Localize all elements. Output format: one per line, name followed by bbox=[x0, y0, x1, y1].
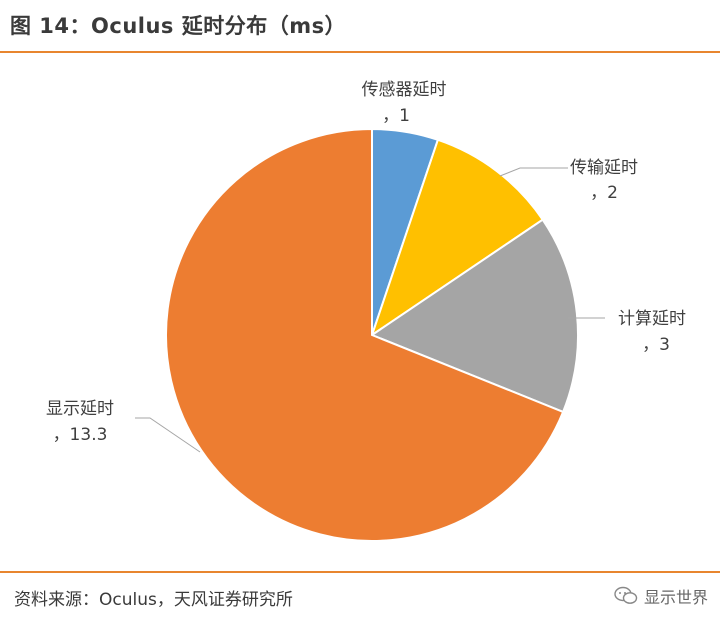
label-display-name: 显示延时 bbox=[46, 399, 114, 419]
pie-slices bbox=[165, 127, 579, 542]
label-display-value: ，13.3 bbox=[53, 425, 108, 445]
label-sensor-value: ，1 bbox=[382, 106, 410, 126]
label-compute-name: 计算延时 bbox=[618, 309, 686, 329]
footer-divider bbox=[0, 571, 720, 573]
slice-transmission bbox=[370, 138, 545, 338]
label-compute-value: ，3 bbox=[642, 335, 670, 355]
wechat-icon bbox=[614, 586, 638, 604]
watermark: 显示世界 bbox=[614, 584, 708, 608]
watermark-text: 显示世界 bbox=[643, 588, 708, 607]
chart-title: 图 14：Oculus 延时分布（ms） bbox=[10, 14, 347, 38]
source-note: 资料来源：Oculus，天风证券研究所 bbox=[14, 590, 293, 610]
label-transmission-name: 传输延时 bbox=[570, 158, 638, 178]
pie-chart: 传感器延时 ，1 传输延时 ，2 计算延时 ，3 显示延时 ，13.3 bbox=[46, 80, 686, 542]
title-divider bbox=[0, 51, 720, 53]
label-transmission-value: ，2 bbox=[590, 183, 618, 203]
slice-display bbox=[165, 127, 565, 542]
leader-line-display bbox=[135, 417, 201, 453]
label-sensor-name: 传感器延时 bbox=[362, 80, 447, 100]
slice-compute bbox=[369, 218, 579, 414]
leader-line-transmission bbox=[499, 167, 568, 177]
